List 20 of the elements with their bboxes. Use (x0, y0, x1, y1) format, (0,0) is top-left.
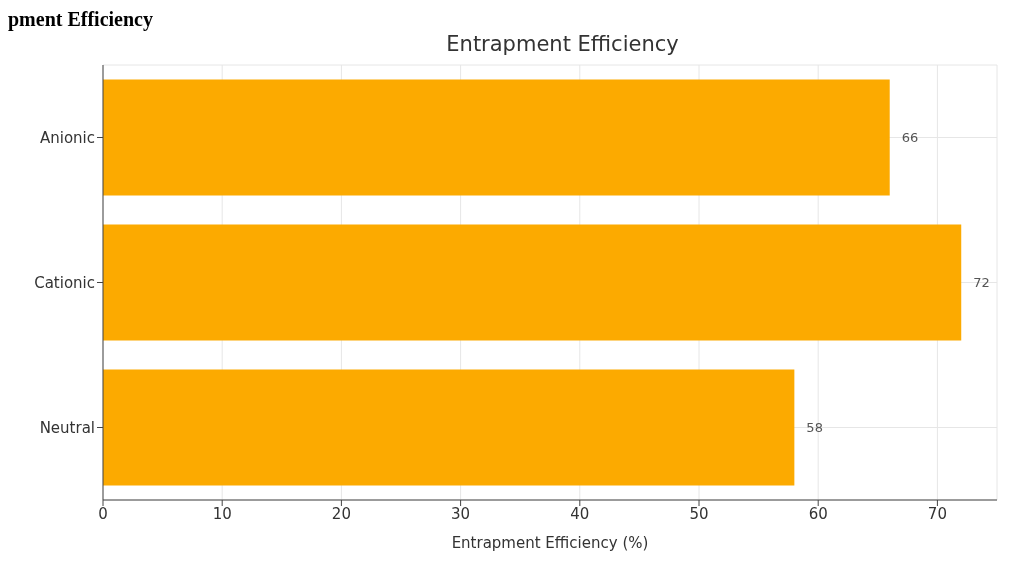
x-tick-label: 0 (98, 504, 108, 523)
y-tick-label: Neutral (39, 418, 95, 437)
x-tick-label: 70 (927, 504, 947, 523)
y-tick-label: Anionic (39, 128, 95, 147)
x-tick-label: 10 (212, 504, 232, 523)
x-tick-label: 60 (808, 504, 828, 523)
data-label: 58 (806, 420, 823, 436)
text: pment Efficiency (8, 8, 154, 32)
bar (103, 224, 962, 341)
data-label: 66 (901, 130, 919, 146)
y-tick-label: Cationic (34, 273, 95, 292)
x-axis-title: Entrapment Efficiency (%) (451, 534, 649, 552)
x-tick-label: 40 (570, 504, 590, 523)
bar (103, 79, 890, 196)
data-label: 72 (973, 275, 990, 291)
chart-title: Entrapment Efficiency (445, 32, 680, 58)
x-tick-label: 20 (331, 504, 351, 523)
x-tick-label: 30 (451, 504, 471, 523)
bar (103, 369, 795, 486)
x-tick-label: 50 (689, 504, 709, 523)
